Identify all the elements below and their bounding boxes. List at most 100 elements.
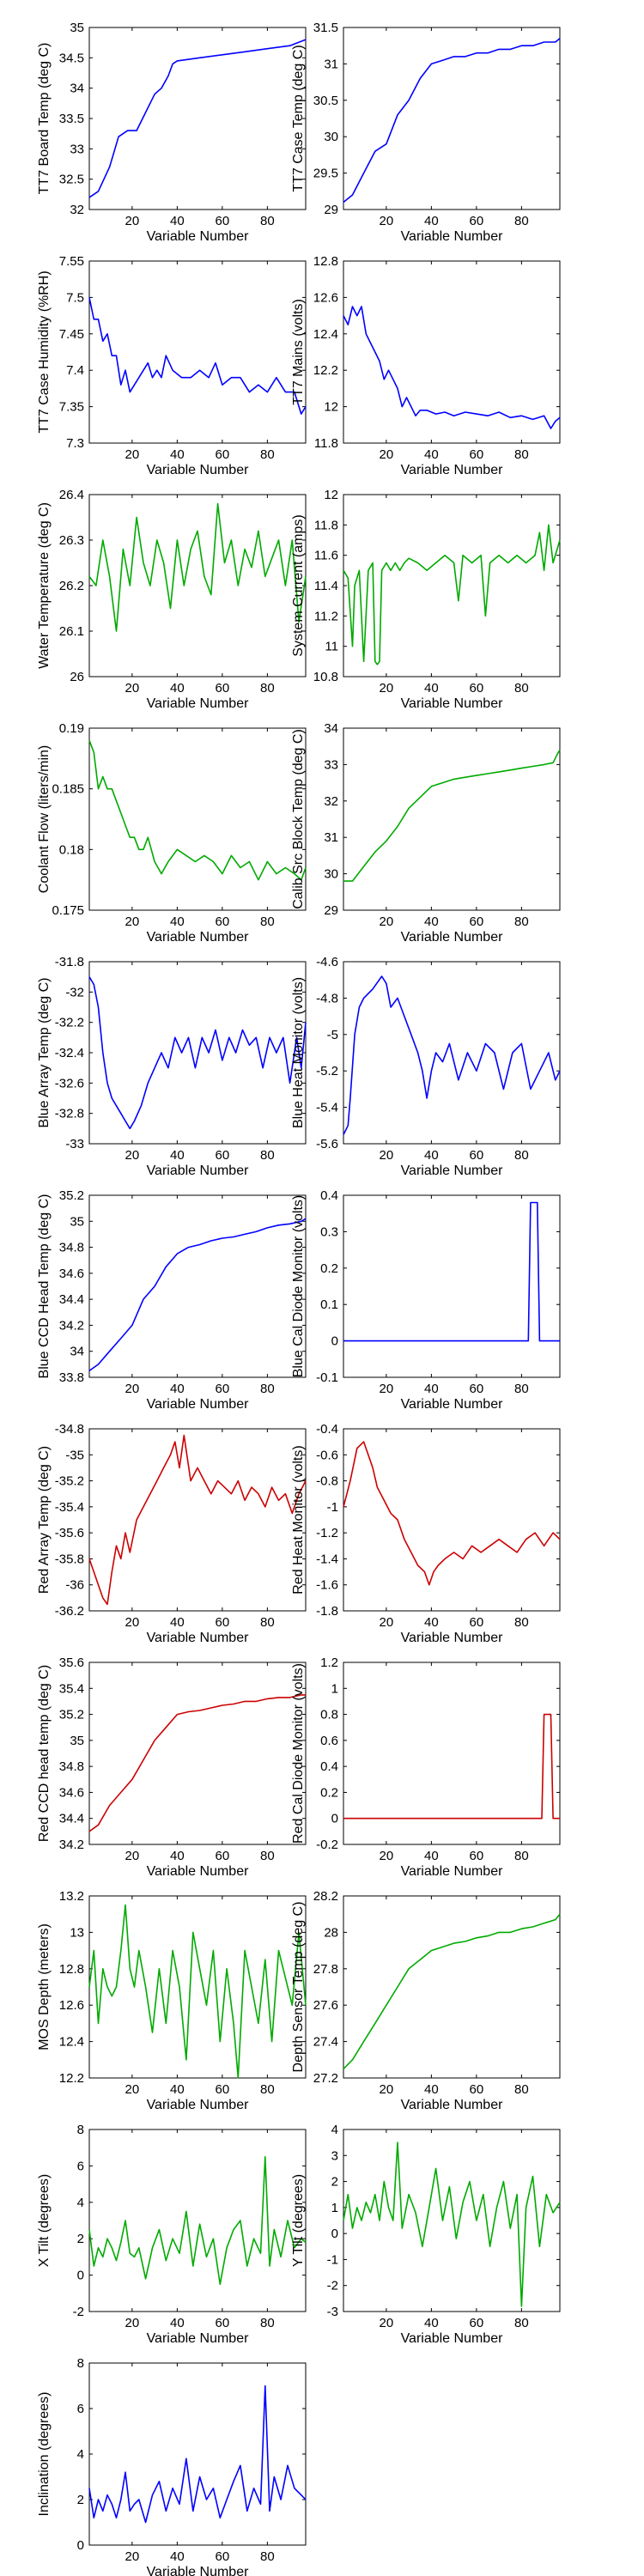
series-line [343,38,561,204]
series-line [343,749,561,882]
plot-area [343,1895,561,2079]
y-tick-label: 3 [331,2148,338,2163]
series-line [343,975,561,1135]
x-tick-label: 40 [170,2082,185,2097]
x-tick-label: 40 [424,2316,439,2330]
y-tick-label: 8 [77,2356,84,2371]
x-tick-label: 20 [125,1615,140,1630]
y-tick-label: 32.5 [59,173,84,187]
x-tick-label: 40 [424,2082,439,2097]
x-tick-label: 80 [260,447,275,462]
y-tick-label: 0 [331,2227,338,2241]
x-tick-label: 60 [470,1148,484,1163]
y-tick-label: 34.4 [59,1812,84,1826]
plot-area [88,1428,307,1612]
y-tick-label: -0.8 [316,1474,338,1489]
x-tick-label: 80 [514,1382,529,1396]
y-tick-label: 12.2 [59,2071,84,2086]
y-tick-label: 26.4 [59,488,84,502]
x-tick-label: 80 [260,2316,275,2330]
y-tick-label: -5 [327,1028,338,1042]
x-tick-label: 60 [470,2082,484,2097]
x-tick-label: 20 [125,2316,140,2330]
y-tick-label: 0.6 [320,1734,338,1748]
y-tick-label: 33.8 [59,1370,84,1385]
y-axis-label: X Tilt (degrees) [37,2174,52,2267]
y-tick-label: 29.5 [313,167,338,181]
x-axis-label: Variable Number [401,1864,504,1879]
chart-panel-18: 20 40 60 80 27.2 27.4 27.6 27.8 28 28.2 Variable N… [291,1889,561,2112]
x-tick-label: 40 [170,1849,185,1863]
x-tick-label: 60 [216,1615,230,1630]
x-tick-label: 20 [380,214,394,228]
y-tick-label: 26.1 [59,624,84,639]
y-tick-label: 31.5 [313,21,338,35]
y-tick-label: 0.2 [320,1261,338,1276]
plot-area [88,727,307,911]
x-tick-label: 40 [170,2316,185,2330]
x-axis-label: Variable Number [401,1631,504,1645]
y-axis-label: TT7 Board Temp (deg C) [37,43,52,195]
y-tick-label: -32.4 [55,1046,84,1060]
y-tick-label: 2 [331,2175,338,2190]
y-tick-label: 0.8 [320,1708,338,1722]
series-line [343,2142,561,2307]
x-tick-label: 60 [216,1148,230,1163]
chart-panel-14: 20 40 60 80 -1.8 -1.6 -1.4 -1.2 -1 -0.8 -0.6 -0.4 Va… [291,1422,561,1645]
x-tick-label: 40 [424,1615,439,1630]
y-tick-label: 13 [70,1925,84,1940]
x-axis-label: Variable Number [401,1163,504,1178]
chart-panel-1: 20 40 60 80 32 32.5 33 33.5 34 34.5 35 Variable Num… [37,21,307,244]
y-tick-label: 7.5 [66,290,84,305]
y-axis-label: Red Cal Diode Monitor (volts) [291,1663,306,1844]
x-tick-label: 60 [216,1849,230,1863]
y-tick-label: 28.2 [313,1889,338,1904]
y-tick-label: 0 [77,2538,84,2553]
y-tick-label: 12.4 [59,2035,84,2050]
x-axis-label: Variable Number [401,229,504,244]
series-line [343,1713,560,1820]
y-tick-label: 29 [324,203,338,217]
y-tick-label: 8 [77,2123,84,2137]
y-tick-label: -4.8 [316,991,338,1005]
y-tick-label: 34.5 [59,51,84,65]
y-axis-label: TT7 Case Humidity (%RH) [37,270,52,433]
chart-panel-16: 20 40 60 80 -0.2 0 0.2 0.4 0.6 0.8 1 1.2 Variable Nu… [291,1656,561,1879]
plot-area [88,494,307,677]
x-tick-label: 40 [170,1615,185,1630]
y-tick-label: -33 [65,1137,84,1151]
x-tick-label: 40 [424,447,439,462]
y-tick-label: 34.8 [59,1759,84,1774]
series-line [343,1913,561,2069]
y-tick-label: 7.3 [66,436,84,451]
y-tick-label: 12 [324,488,338,502]
x-tick-label: 60 [470,214,484,228]
x-axis-label: Variable Number [401,930,504,945]
plot-area [343,494,561,677]
chart-panel-20: 20 40 60 80 -3 -2 -1 0 1 2 3 4 Variable Number Y Tilt… [291,2123,561,2346]
x-tick-label: 40 [170,214,185,228]
series-line [88,2156,307,2285]
x-tick-label: 80 [514,2316,529,2330]
chart-panel-7: 20 40 60 80 0.175 0.18 0.185 0.19 Variable Numbe… [37,721,307,945]
plot-area [88,1194,307,1378]
x-tick-label: 20 [125,2082,140,2097]
y-tick-label: -1.8 [316,1604,338,1619]
x-axis-label: Variable Number [401,2098,504,2112]
x-tick-label: 40 [424,1382,439,1396]
y-tick-label: 6 [77,2159,84,2173]
y-tick-label: 27.4 [313,2035,338,2050]
series-line [343,524,561,665]
y-tick-label: 0.185 [52,782,84,797]
y-axis-label: Red Array Temp (deg C) [37,1446,52,1594]
y-tick-label: -2 [327,2279,338,2293]
x-tick-label: 80 [260,2082,275,2097]
x-tick-label: 40 [170,1382,185,1396]
x-tick-label: 60 [216,2082,230,2097]
plot-area [343,2129,561,2312]
y-tick-label: 0.4 [320,1759,338,1774]
y-tick-label: 32 [324,794,338,809]
y-tick-label: 35 [70,21,84,35]
x-tick-label: 80 [514,914,529,929]
plot-area [88,2129,307,2312]
